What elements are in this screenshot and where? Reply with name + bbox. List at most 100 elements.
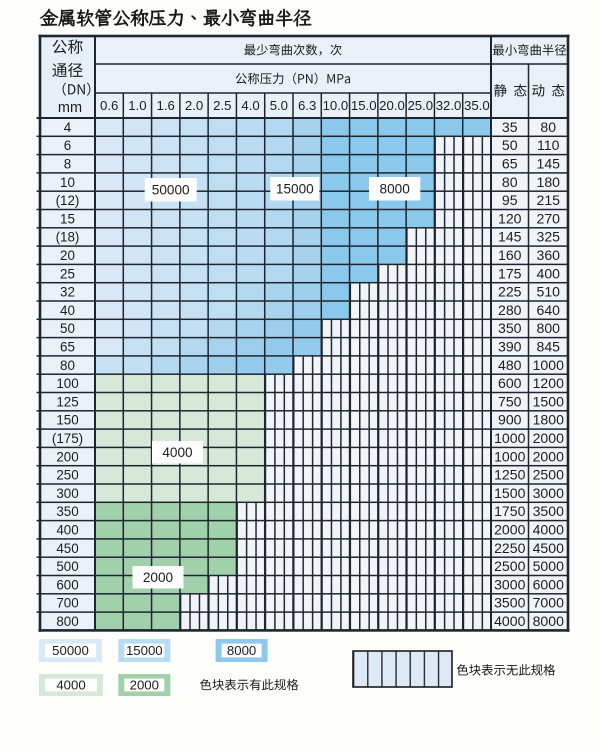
svg-text:8: 8 bbox=[64, 156, 71, 171]
svg-text:40: 40 bbox=[60, 303, 75, 318]
svg-text:640: 640 bbox=[536, 302, 560, 318]
svg-text:20: 20 bbox=[60, 248, 75, 263]
svg-text:15: 15 bbox=[60, 211, 75, 226]
svg-text:125: 125 bbox=[56, 394, 78, 409]
svg-text:2000: 2000 bbox=[143, 570, 174, 585]
svg-text:32.0: 32.0 bbox=[436, 98, 462, 113]
svg-text:35: 35 bbox=[502, 119, 518, 135]
svg-text:50000: 50000 bbox=[152, 183, 190, 198]
svg-text:35.0: 35.0 bbox=[464, 98, 490, 113]
svg-text:50: 50 bbox=[60, 321, 75, 336]
svg-text:50: 50 bbox=[502, 137, 518, 153]
svg-text:(175): (175) bbox=[52, 431, 83, 446]
svg-text:200: 200 bbox=[56, 449, 78, 464]
svg-text:10: 10 bbox=[60, 175, 75, 190]
svg-text:15.0: 15.0 bbox=[351, 98, 377, 113]
svg-text:175: 175 bbox=[498, 265, 522, 281]
svg-text:8000: 8000 bbox=[227, 643, 256, 658]
svg-text:15000: 15000 bbox=[126, 643, 163, 658]
svg-text:600: 600 bbox=[498, 375, 522, 391]
svg-text:1250: 1250 bbox=[494, 467, 526, 483]
svg-text:6.3: 6.3 bbox=[298, 98, 316, 113]
svg-text:4: 4 bbox=[64, 120, 72, 135]
svg-text:8000: 8000 bbox=[533, 613, 565, 629]
svg-text:2500: 2500 bbox=[494, 558, 526, 574]
svg-text:1.0: 1.0 bbox=[128, 98, 146, 113]
svg-text:2000: 2000 bbox=[494, 521, 526, 537]
svg-text:50000: 50000 bbox=[52, 643, 89, 658]
svg-text:5.0: 5.0 bbox=[270, 98, 288, 113]
svg-text:800: 800 bbox=[56, 614, 78, 629]
svg-text:2250: 2250 bbox=[494, 540, 526, 556]
svg-text:(12): (12) bbox=[56, 193, 80, 208]
svg-text:120: 120 bbox=[498, 210, 522, 226]
svg-text:25: 25 bbox=[60, 266, 75, 281]
svg-text:145: 145 bbox=[498, 229, 522, 245]
svg-text:1000: 1000 bbox=[494, 430, 526, 446]
svg-text:7000: 7000 bbox=[533, 595, 565, 611]
svg-text:250: 250 bbox=[56, 468, 78, 483]
svg-text:65: 65 bbox=[60, 339, 75, 354]
svg-text:2000: 2000 bbox=[533, 448, 565, 464]
svg-text:500: 500 bbox=[56, 559, 78, 574]
svg-text:80: 80 bbox=[502, 174, 518, 190]
svg-text:325: 325 bbox=[536, 229, 560, 245]
svg-text:10.0: 10.0 bbox=[323, 98, 349, 113]
svg-text:390: 390 bbox=[498, 338, 522, 354]
svg-text:4500: 4500 bbox=[533, 540, 565, 556]
svg-text:700: 700 bbox=[56, 596, 78, 611]
svg-text:350: 350 bbox=[56, 504, 78, 519]
svg-text:25.0: 25.0 bbox=[407, 98, 433, 113]
svg-text:180: 180 bbox=[536, 174, 560, 190]
svg-text:600: 600 bbox=[56, 577, 78, 592]
svg-text:6000: 6000 bbox=[533, 576, 565, 592]
svg-text:450: 450 bbox=[56, 541, 78, 556]
svg-text:4000: 4000 bbox=[162, 445, 193, 460]
svg-text:300: 300 bbox=[56, 486, 78, 501]
svg-text:900: 900 bbox=[498, 412, 522, 428]
svg-text:2.5: 2.5 bbox=[213, 98, 231, 113]
svg-text:5000: 5000 bbox=[533, 558, 565, 574]
svg-text:mm: mm bbox=[58, 100, 82, 116]
svg-text:8000: 8000 bbox=[380, 182, 411, 197]
svg-text:80: 80 bbox=[60, 358, 75, 373]
svg-text:3000: 3000 bbox=[494, 576, 526, 592]
svg-text:3500: 3500 bbox=[494, 595, 526, 611]
svg-text:845: 845 bbox=[536, 338, 560, 354]
svg-text:65: 65 bbox=[502, 155, 518, 171]
svg-text:150: 150 bbox=[56, 413, 78, 428]
svg-text:80: 80 bbox=[540, 119, 556, 135]
svg-text:1500: 1500 bbox=[494, 485, 526, 501]
svg-text:360: 360 bbox=[536, 247, 560, 263]
svg-text:160: 160 bbox=[498, 247, 522, 263]
svg-text:110: 110 bbox=[537, 137, 560, 153]
svg-text:32: 32 bbox=[60, 285, 75, 300]
svg-text:4000: 4000 bbox=[533, 521, 565, 537]
svg-text:800: 800 bbox=[536, 320, 560, 336]
svg-text:4000: 4000 bbox=[56, 678, 85, 693]
svg-text:20.0: 20.0 bbox=[379, 98, 405, 113]
svg-text:4000: 4000 bbox=[494, 613, 526, 629]
svg-text:1.6: 1.6 bbox=[157, 98, 175, 113]
svg-text:400: 400 bbox=[536, 265, 560, 281]
svg-text:280: 280 bbox=[498, 302, 522, 318]
svg-text:1500: 1500 bbox=[533, 393, 565, 409]
svg-text:2000: 2000 bbox=[533, 430, 565, 446]
svg-text:270: 270 bbox=[536, 210, 560, 226]
svg-text:1800: 1800 bbox=[533, 412, 565, 428]
svg-text:4.0: 4.0 bbox=[241, 98, 259, 113]
svg-text:750: 750 bbox=[498, 393, 522, 409]
svg-text:350: 350 bbox=[498, 320, 522, 336]
svg-text:225: 225 bbox=[498, 284, 522, 300]
svg-text:145: 145 bbox=[536, 155, 560, 171]
svg-text:0.6: 0.6 bbox=[100, 98, 118, 113]
svg-text:3500: 3500 bbox=[533, 503, 565, 519]
svg-text:400: 400 bbox=[56, 522, 78, 537]
svg-text:2000: 2000 bbox=[130, 678, 159, 693]
svg-text:95: 95 bbox=[502, 192, 518, 208]
svg-text:510: 510 bbox=[536, 284, 560, 300]
svg-text:1750: 1750 bbox=[494, 503, 526, 519]
svg-text:15000: 15000 bbox=[276, 182, 314, 197]
svg-text:1000: 1000 bbox=[533, 357, 565, 373]
svg-text:6: 6 bbox=[64, 138, 71, 153]
